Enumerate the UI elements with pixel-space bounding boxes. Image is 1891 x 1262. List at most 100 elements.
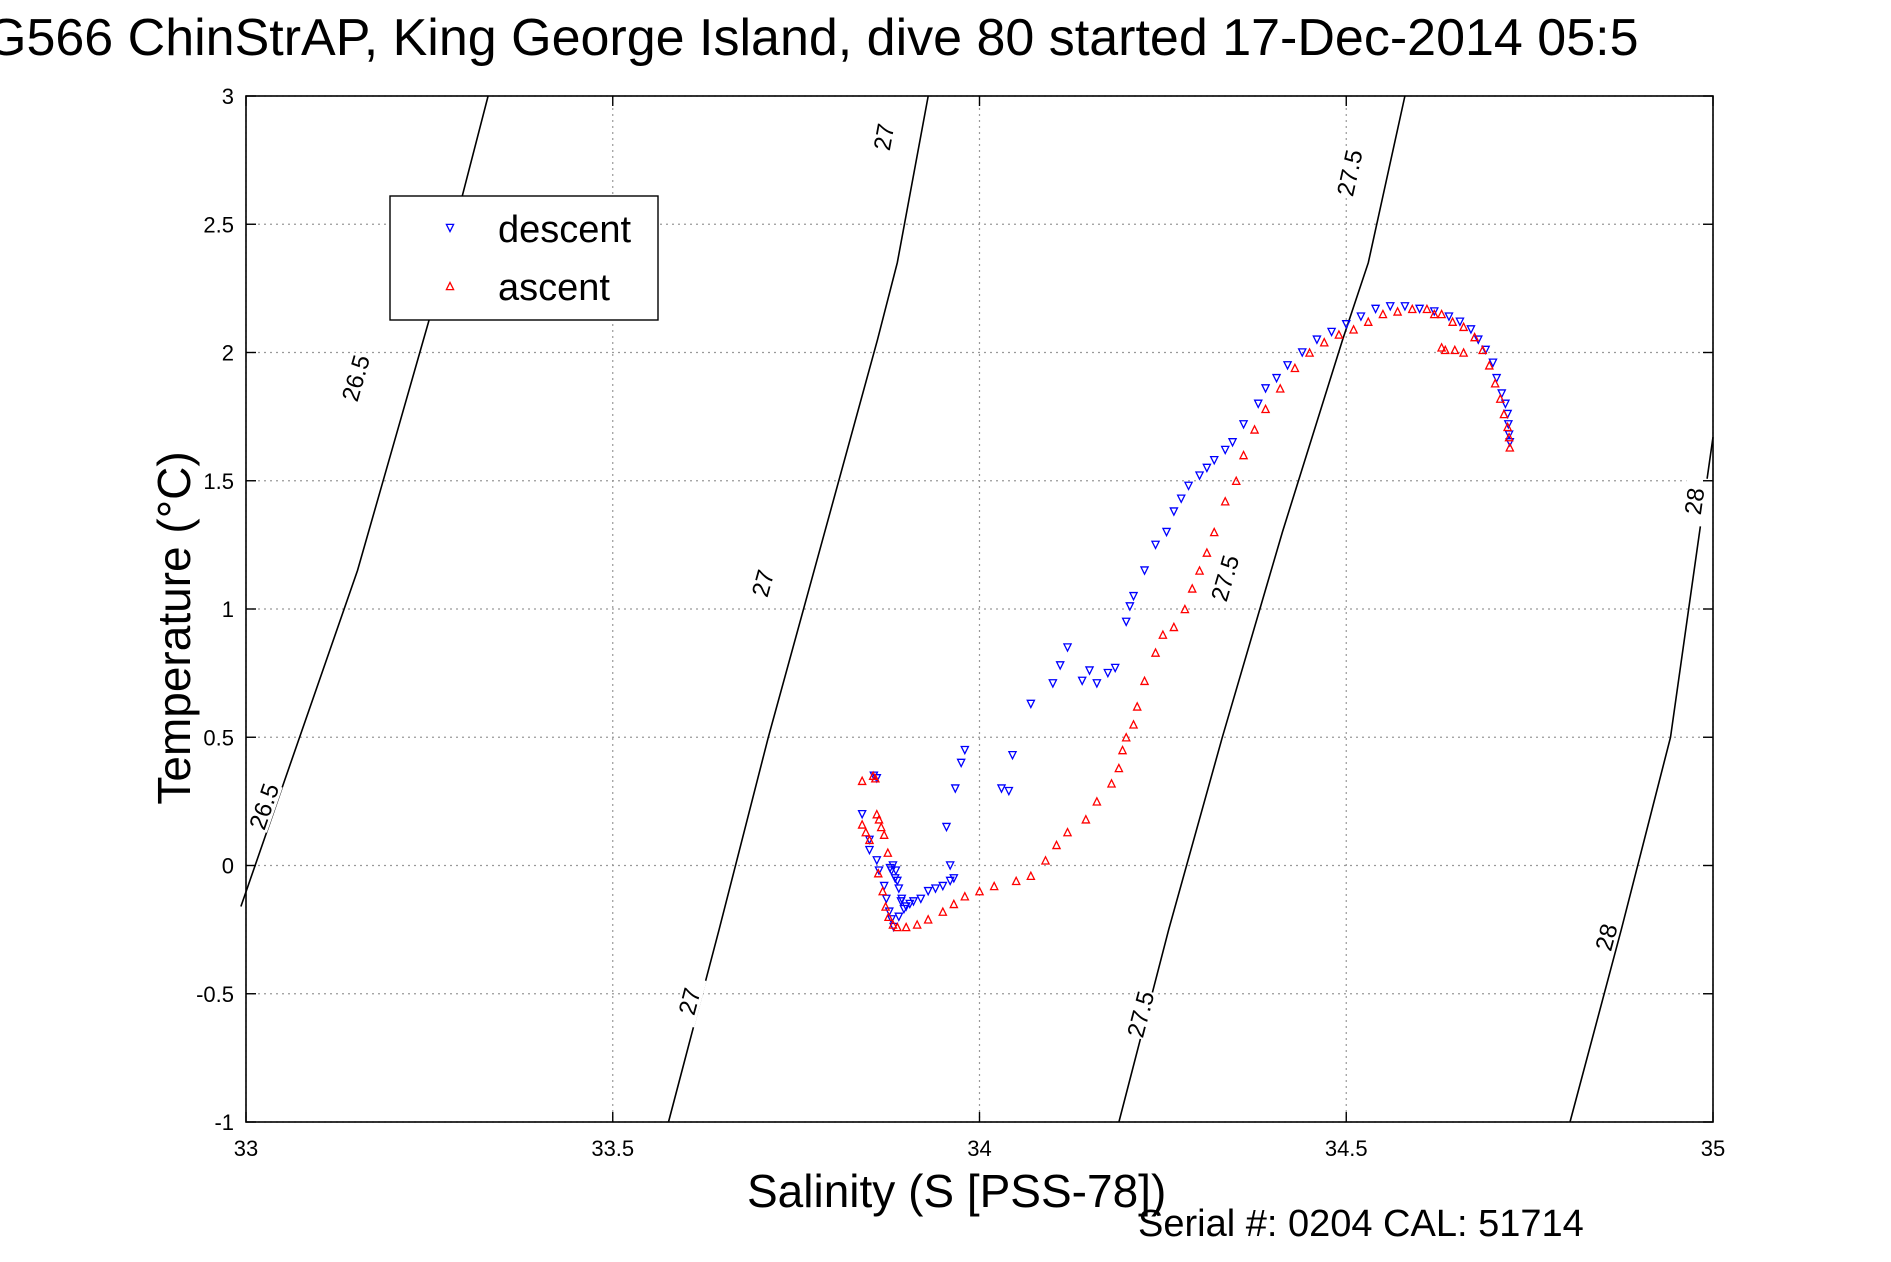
descent-marker bbox=[950, 784, 960, 794]
ascent-marker bbox=[872, 809, 882, 819]
ascent-marker bbox=[1158, 629, 1168, 639]
contour-label: 26.5 bbox=[337, 352, 376, 404]
ascent-marker bbox=[1458, 321, 1469, 332]
ascent-marker bbox=[1051, 839, 1062, 850]
descent-marker bbox=[872, 774, 882, 784]
descent-marker bbox=[1004, 786, 1014, 797]
descent-marker bbox=[1026, 699, 1036, 709]
ascent-marker bbox=[989, 880, 999, 891]
contour-label: 27.5 bbox=[1122, 988, 1160, 1040]
descent-marker bbox=[1326, 327, 1337, 338]
legend-label-descent: descent bbox=[498, 209, 632, 251]
descent-marker bbox=[1194, 471, 1205, 481]
descent-marker bbox=[1007, 750, 1018, 761]
ascent-marker bbox=[1011, 875, 1021, 886]
legend-marker-descent bbox=[445, 223, 455, 234]
descent-marker bbox=[908, 897, 919, 907]
ascent-marker bbox=[883, 911, 894, 922]
ascent-marker bbox=[1450, 344, 1460, 355]
descent-marker bbox=[1444, 312, 1454, 322]
contour-label: 27 bbox=[869, 122, 900, 153]
descent-marker bbox=[1161, 527, 1172, 538]
ascent-marker bbox=[880, 901, 891, 911]
ascent-marker bbox=[1040, 855, 1051, 865]
ascent-marker bbox=[1132, 701, 1142, 711]
descent-marker bbox=[1400, 302, 1410, 312]
ascent-marker bbox=[1114, 762, 1124, 773]
ascent-marker bbox=[1081, 814, 1091, 824]
ascent-marker bbox=[1495, 393, 1505, 403]
descent-marker bbox=[1505, 438, 1515, 448]
contour-label-bg bbox=[1124, 988, 1158, 1041]
ascent-marker bbox=[1429, 308, 1439, 319]
descent-marker bbox=[1260, 384, 1271, 394]
x-axis-label: Salinity (S [PSS-78]) bbox=[747, 1165, 1167, 1217]
ascent-marker bbox=[1128, 719, 1139, 729]
ascent-marker bbox=[960, 891, 970, 901]
ascent-marker bbox=[883, 847, 893, 857]
ascent-marker bbox=[1220, 496, 1230, 506]
descent-marker bbox=[891, 866, 901, 876]
y-tick-label: 3 bbox=[222, 84, 234, 109]
descent-marker bbox=[1128, 591, 1139, 602]
legend-marker-ascent bbox=[445, 280, 455, 291]
ascent-marker bbox=[1194, 565, 1205, 575]
descent-marker bbox=[857, 809, 867, 820]
descent-marker bbox=[941, 822, 952, 833]
ascent-marker bbox=[901, 922, 911, 932]
descent-marker bbox=[1282, 361, 1293, 371]
contour-label-bg bbox=[1680, 475, 1709, 527]
descent-marker bbox=[949, 874, 959, 884]
ascent-marker bbox=[870, 773, 880, 783]
descent-marker bbox=[938, 881, 948, 892]
descent-marker bbox=[916, 894, 926, 904]
density-contour-line bbox=[667, 95, 929, 1123]
descent-marker bbox=[1312, 335, 1322, 345]
descent-marker bbox=[1176, 494, 1186, 504]
y-tick-label: -0.5 bbox=[196, 982, 234, 1007]
data-series bbox=[857, 302, 1515, 933]
ascent-marker bbox=[1026, 870, 1036, 881]
ascent-marker bbox=[938, 906, 948, 916]
x-tick-label: 33.5 bbox=[591, 1136, 634, 1161]
descent-marker bbox=[1500, 399, 1511, 409]
ascent-marker bbox=[1238, 450, 1249, 460]
contour-label: 26.5 bbox=[244, 780, 285, 833]
ascent-marker bbox=[1407, 303, 1417, 314]
ascent-marker bbox=[1187, 583, 1197, 593]
descent-marker bbox=[884, 907, 894, 917]
ascent-marker bbox=[974, 886, 985, 896]
ascent-marker bbox=[1436, 342, 1447, 352]
contour-label-bg bbox=[1207, 552, 1243, 605]
descent-marker bbox=[1139, 566, 1150, 576]
descent-marker bbox=[930, 884, 941, 894]
contour-label-bg bbox=[868, 111, 900, 163]
descent-marker bbox=[1356, 312, 1366, 322]
descent-marker bbox=[1497, 389, 1507, 399]
ascent-marker bbox=[1290, 362, 1300, 373]
ascent-marker bbox=[857, 819, 867, 829]
ascent-marker bbox=[1121, 732, 1131, 742]
descent-marker bbox=[888, 861, 898, 871]
descent-marker bbox=[996, 784, 1007, 794]
descent-marker bbox=[1055, 661, 1065, 671]
ascent-marker bbox=[1209, 526, 1219, 537]
legend: descent ascent bbox=[389, 195, 659, 321]
descent-marker bbox=[890, 874, 900, 884]
ascent-marker bbox=[1062, 827, 1073, 837]
chart-title: G566 ChinStrAP, King George Island, dive… bbox=[0, 9, 1639, 67]
descent-marker bbox=[864, 845, 875, 856]
descent-marker bbox=[1491, 373, 1502, 384]
descent-marker bbox=[945, 876, 955, 886]
descent-marker bbox=[872, 856, 882, 866]
descent-marker bbox=[1183, 481, 1194, 491]
ascent-marker bbox=[1117, 745, 1128, 755]
descent-marker bbox=[1271, 373, 1282, 384]
ascent-marker bbox=[1504, 432, 1514, 442]
descent-marker bbox=[1253, 399, 1263, 409]
y-tick-label: -1 bbox=[214, 1110, 234, 1135]
ascent-marker bbox=[1092, 796, 1102, 806]
ascent-marker bbox=[1378, 308, 1388, 319]
descent-marker bbox=[1062, 643, 1073, 653]
